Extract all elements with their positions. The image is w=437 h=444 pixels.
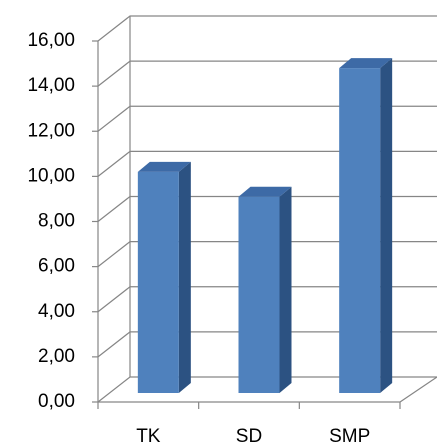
x-tick-label: SMP bbox=[329, 426, 370, 444]
grid-line bbox=[97, 286, 437, 313]
bar-top bbox=[339, 58, 393, 69]
grid-line bbox=[97, 15, 437, 42]
y-tick-label: 6,00 bbox=[38, 256, 75, 277]
x-tick-label: TK bbox=[136, 426, 161, 444]
grid-line bbox=[97, 331, 437, 358]
y-tick-label: 10,00 bbox=[27, 165, 75, 186]
bar-side bbox=[279, 186, 292, 393]
bar-top bbox=[238, 186, 292, 197]
grid-line bbox=[97, 195, 437, 222]
y-tick-label: 16,00 bbox=[27, 30, 75, 51]
y-tick-label: 12,00 bbox=[27, 120, 75, 141]
grid-line bbox=[97, 241, 437, 268]
y-tick-label: 8,00 bbox=[38, 211, 75, 232]
bar-side bbox=[380, 58, 393, 393]
y-tick-label: 0,00 bbox=[38, 391, 75, 412]
y-tick-label: 4,00 bbox=[38, 301, 75, 322]
bar-top bbox=[137, 161, 191, 172]
bar bbox=[339, 68, 381, 393]
grid-line bbox=[97, 150, 437, 177]
x-tick-label: SD bbox=[236, 426, 262, 444]
grid-line bbox=[97, 376, 437, 403]
grid-line bbox=[97, 60, 437, 87]
bar bbox=[238, 196, 280, 393]
grid-line bbox=[97, 105, 437, 132]
bar bbox=[137, 171, 179, 393]
bar-side bbox=[178, 161, 191, 393]
y-tick-label: 2,00 bbox=[38, 346, 75, 367]
y-tick-label: 14,00 bbox=[27, 75, 75, 96]
